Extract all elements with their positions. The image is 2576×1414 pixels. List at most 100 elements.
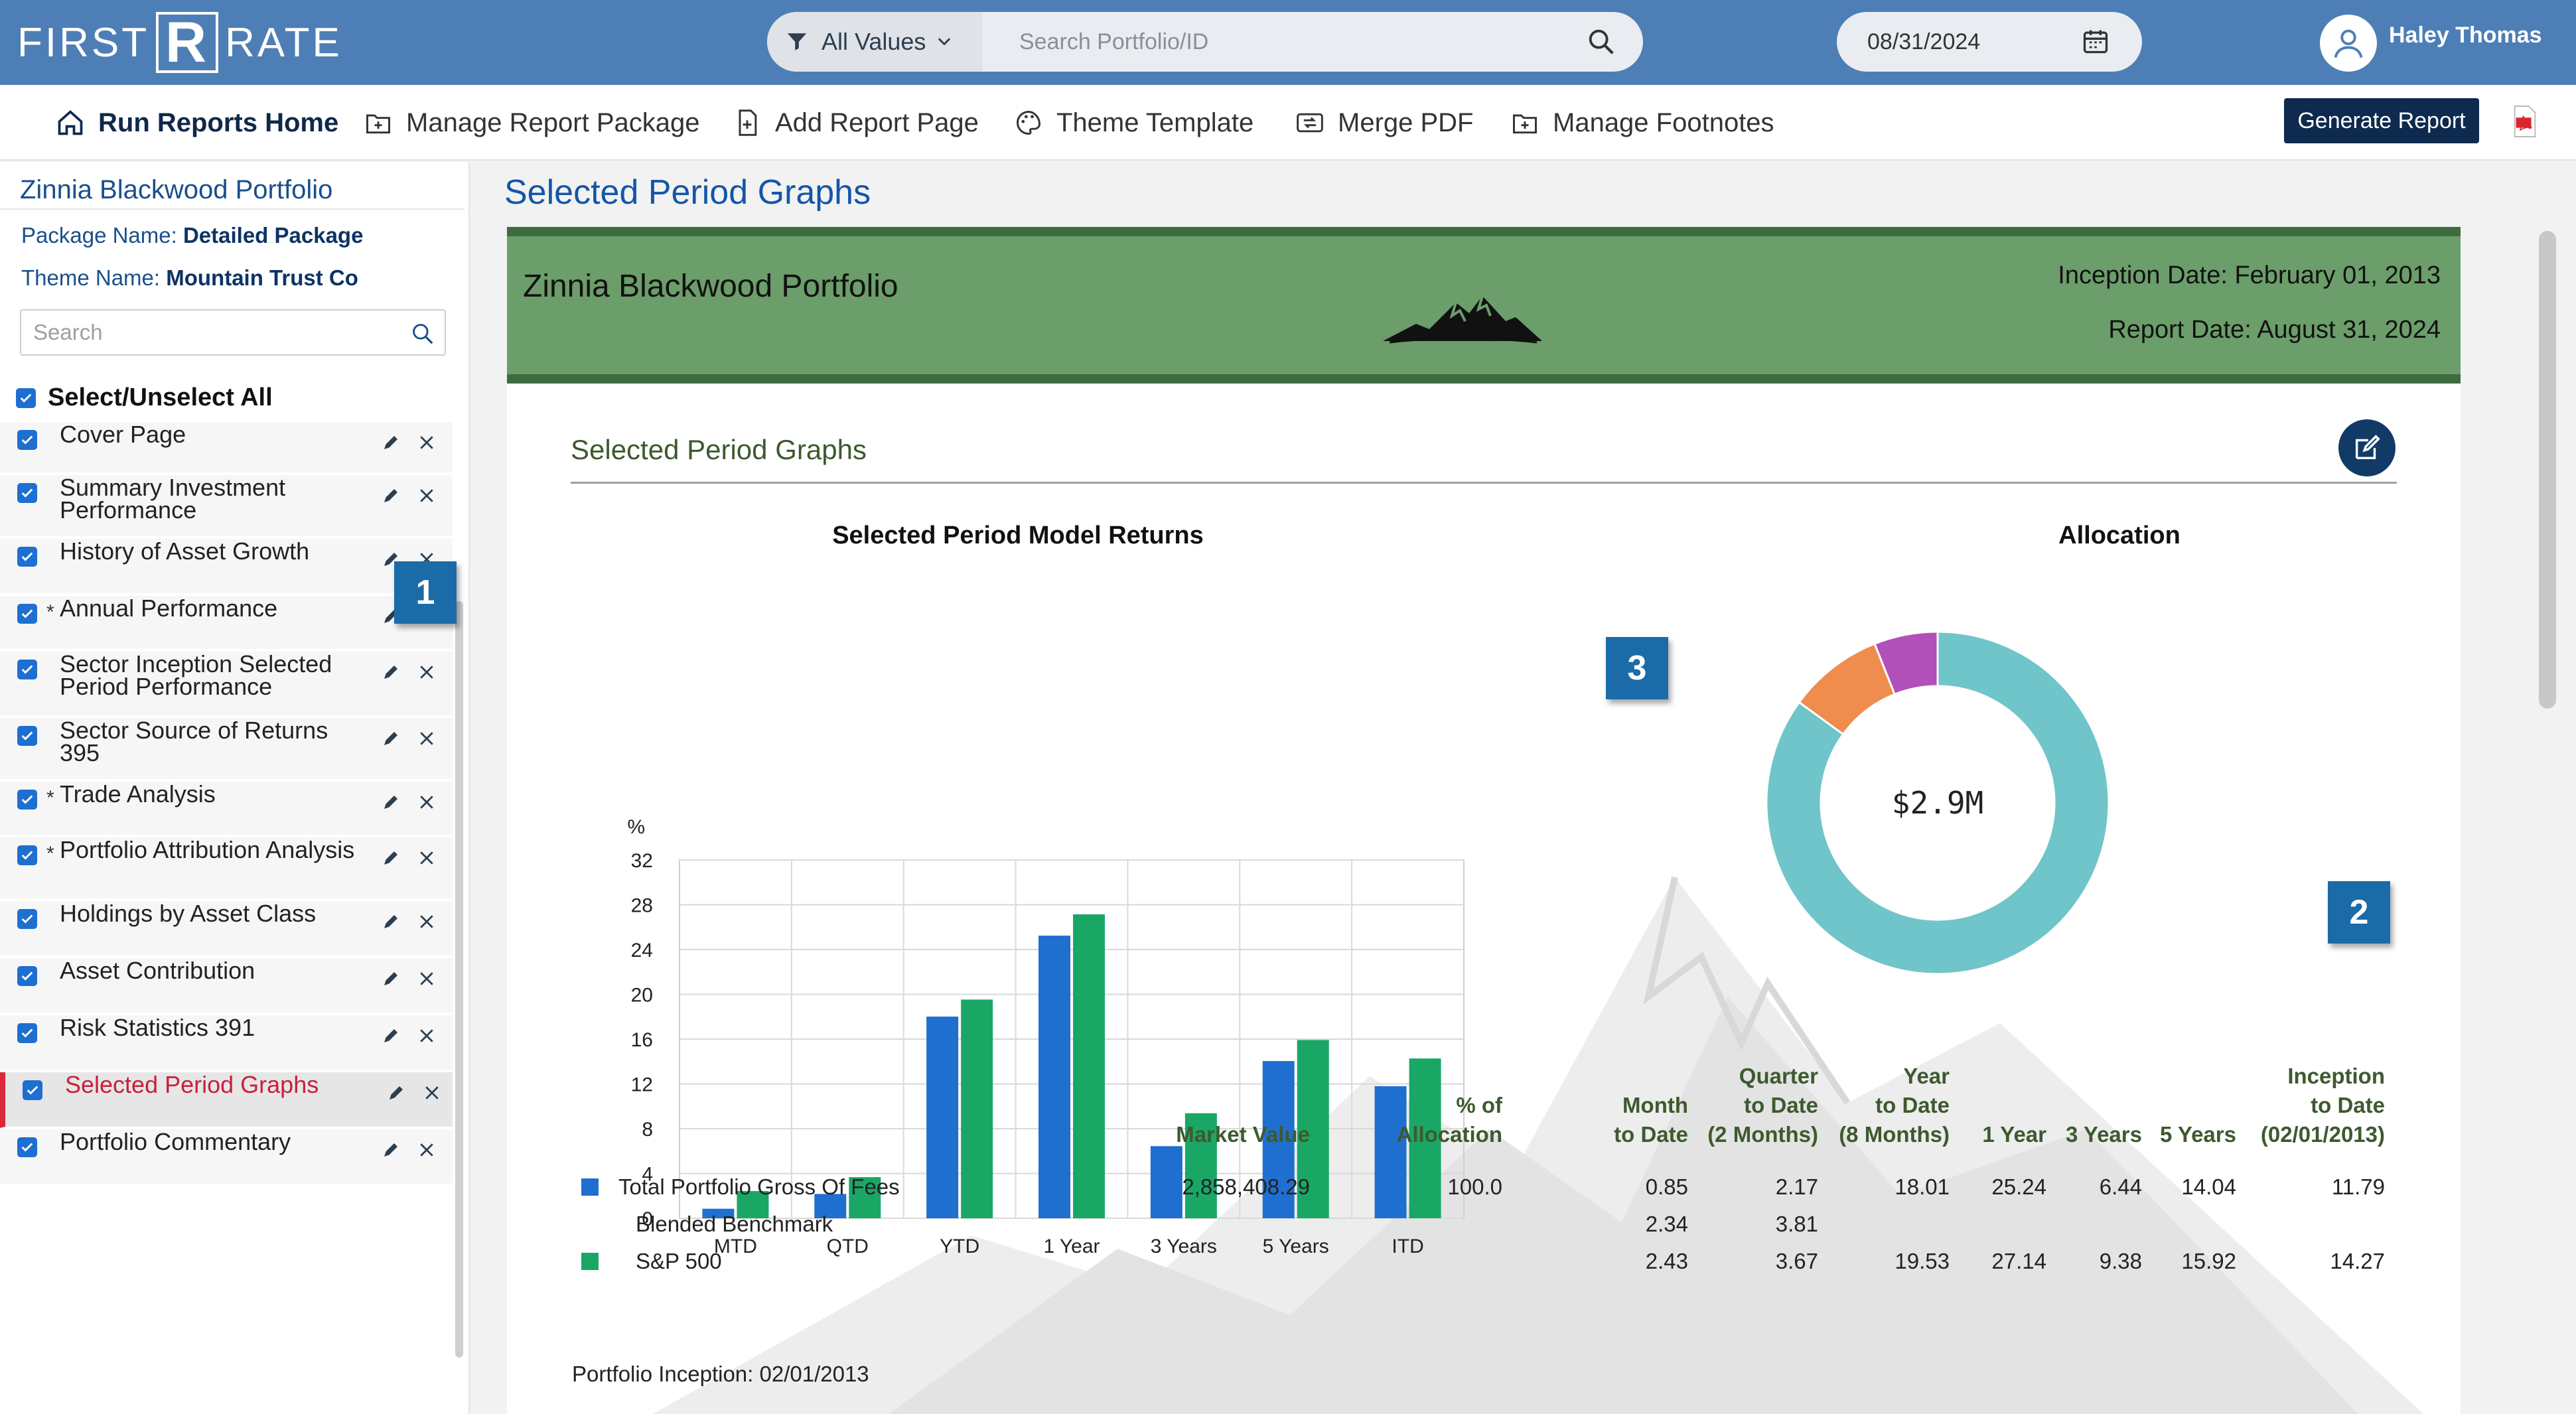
checkbox-checked-icon[interactable]: [17, 726, 37, 746]
user-name[interactable]: Haley Thomas: [2389, 23, 2542, 48]
bar-portfolio[interactable]: [814, 1194, 847, 1218]
close-icon[interactable]: [422, 1083, 442, 1103]
sidebar-item[interactable]: Risk Statistics 391: [0, 1015, 453, 1071]
sidebar-item[interactable]: Summary Investment Performance: [0, 475, 453, 537]
close-icon[interactable]: [417, 729, 437, 748]
sidebar-item[interactable]: * Annual Performance: [0, 596, 453, 650]
bar-portfolio[interactable]: [1038, 936, 1070, 1218]
main-scrollbar[interactable]: [2539, 231, 2556, 709]
sidebar-item[interactable]: * Portfolio Attribution Analysis: [0, 837, 453, 900]
table-header: Month: [1622, 1093, 1688, 1117]
manage-footnotes-link[interactable]: Manage Footnotes: [1510, 85, 1774, 161]
table-header: (02/01/2013): [2260, 1122, 2385, 1147]
close-icon[interactable]: [417, 969, 437, 989]
checkbox-checked-icon[interactable]: [17, 966, 37, 986]
pdf-icon[interactable]: [2510, 105, 2540, 138]
user-avatar[interactable]: [2320, 15, 2377, 72]
checkbox-checked-icon[interactable]: [17, 1137, 37, 1157]
close-icon[interactable]: [417, 1140, 437, 1160]
edit-section-button[interactable]: [2338, 419, 2396, 476]
firstrate-logo[interactable]: FIRST R RATE: [17, 11, 342, 74]
search-icon[interactable]: [410, 321, 435, 346]
checkbox-checked-icon[interactable]: [17, 604, 37, 624]
donut-slice[interactable]: [1873, 630, 1939, 696]
checkbox-checked-icon[interactable]: [17, 909, 37, 929]
pencil-icon[interactable]: [381, 433, 401, 453]
report-date-picker[interactable]: 08/31/2024: [1837, 12, 2142, 72]
pencil-icon[interactable]: [381, 792, 401, 812]
bar-sp500[interactable]: [1297, 1040, 1329, 1218]
checkbox-checked-icon[interactable]: [23, 1080, 42, 1100]
checkbox-checked-icon: [16, 388, 36, 408]
bar-sp500[interactable]: [1409, 1058, 1441, 1218]
sidebar-item[interactable]: * Trade Analysis: [0, 782, 453, 836]
sidebar-item[interactable]: Sector Source of Returns 395: [0, 718, 453, 780]
pencil-icon[interactable]: [381, 969, 401, 989]
pencil-icon[interactable]: [381, 912, 401, 932]
bar-portfolio[interactable]: [1374, 1086, 1407, 1218]
pencil-icon[interactable]: [381, 848, 401, 868]
bar-portfolio[interactable]: [926, 1017, 959, 1218]
pencil-icon[interactable]: [381, 729, 401, 748]
checkbox-checked-icon[interactable]: [17, 845, 37, 865]
close-icon[interactable]: [417, 486, 437, 506]
sidebar-item[interactable]: Selected Period Graphs: [0, 1072, 453, 1128]
table-cell: 3.67: [1775, 1249, 1818, 1273]
generate-report-button[interactable]: Generate Report: [2284, 98, 2479, 143]
bar-portfolio[interactable]: [1150, 1146, 1182, 1218]
bar-portfolio[interactable]: [702, 1208, 735, 1218]
pencil-icon[interactable]: [386, 1083, 406, 1103]
pencil-icon[interactable]: [381, 549, 401, 569]
manage-report-package-link[interactable]: Manage Report Package: [364, 85, 700, 161]
theme-name-value: Mountain Trust Co: [166, 265, 358, 290]
pencil-icon[interactable]: [381, 662, 401, 682]
mountain-watermark: [652, 876, 2424, 1414]
checkbox-checked-icon[interactable]: [17, 430, 37, 450]
sidebar-item[interactable]: Portfolio Commentary: [0, 1129, 453, 1185]
bar-sp500[interactable]: [737, 1190, 769, 1218]
close-icon[interactable]: [417, 912, 437, 932]
manage-report-package-label: Manage Report Package: [406, 107, 700, 137]
checkbox-checked-icon[interactable]: [17, 483, 37, 503]
table-header: to Date: [1875, 1093, 1950, 1117]
manage-footnotes-label: Manage Footnotes: [1553, 107, 1774, 137]
checkbox-checked-icon[interactable]: [17, 1023, 37, 1043]
sidebar-item[interactable]: Cover Page: [0, 422, 453, 474]
donut-slice[interactable]: [1765, 630, 2110, 975]
checkbox-checked-icon[interactable]: [17, 547, 37, 567]
table-cell: 27.14: [1991, 1249, 2046, 1273]
bar-portfolio[interactable]: [1262, 1061, 1295, 1218]
pencil-icon[interactable]: [381, 1026, 401, 1046]
bar-sp500[interactable]: [849, 1177, 881, 1218]
pencil-icon[interactable]: [381, 1140, 401, 1160]
sidebar-item[interactable]: Sector Inception Selected Period Perform…: [0, 652, 453, 717]
edit-icon: [2355, 435, 2380, 460]
calendar-icon[interactable]: [2081, 27, 2110, 56]
close-icon[interactable]: [417, 792, 437, 812]
search-portfolio-input[interactable]: [982, 12, 1643, 72]
close-icon[interactable]: [417, 1026, 437, 1046]
run-reports-home-link[interactable]: Run Reports Home: [56, 85, 338, 161]
bar-sp500[interactable]: [961, 999, 993, 1218]
y-tick-label: 24: [631, 940, 653, 961]
sidebar-scrollbar[interactable]: [455, 601, 463, 1358]
filter-dropdown[interactable]: All Values: [767, 12, 982, 72]
sidebar-item[interactable]: Holdings by Asset Class: [0, 901, 453, 957]
close-icon[interactable]: [417, 848, 437, 868]
checkbox-checked-icon[interactable]: [17, 660, 37, 679]
select-all-checkbox[interactable]: Select/Unselect All: [16, 384, 273, 412]
sidebar-item[interactable]: History of Asset Growth: [0, 539, 453, 595]
pencil-icon[interactable]: [381, 486, 401, 506]
checkbox-checked-icon[interactable]: [17, 790, 37, 810]
theme-template-link[interactable]: Theme Template: [1014, 85, 1253, 161]
sidebar-item[interactable]: Asset Contribution: [0, 958, 453, 1014]
close-icon[interactable]: [417, 433, 437, 453]
add-report-page-link[interactable]: Add Report Page: [733, 85, 979, 161]
bar-sp500[interactable]: [1073, 914, 1105, 1218]
close-icon[interactable]: [417, 662, 437, 682]
table-row-label: S&P 500: [636, 1249, 722, 1273]
bar-sp500[interactable]: [1184, 1113, 1217, 1218]
merge-pdf-link[interactable]: Merge PDF: [1295, 85, 1474, 161]
search-icon[interactable]: [1586, 27, 1616, 57]
sidebar-search-input[interactable]: [20, 309, 446, 356]
